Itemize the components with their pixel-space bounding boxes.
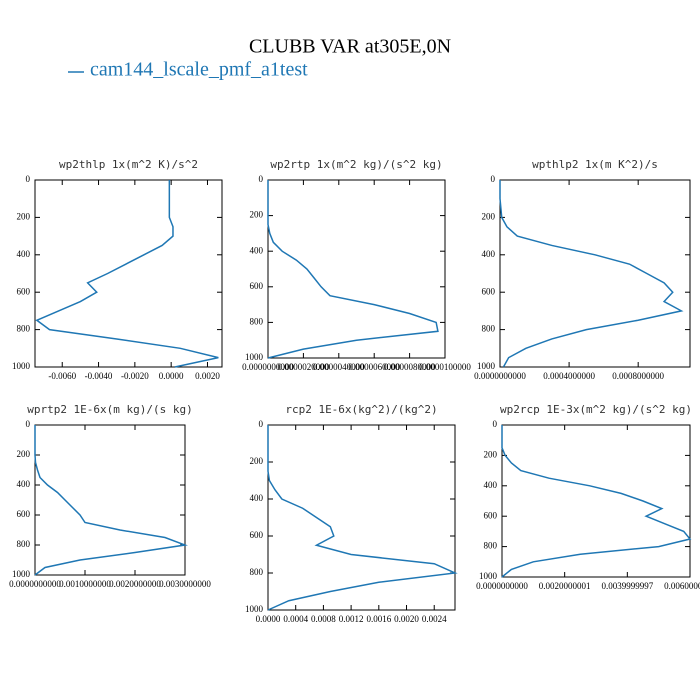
y-tick-label: 600 bbox=[484, 510, 498, 520]
y-tick-label: 0 bbox=[491, 174, 496, 184]
x-tick-label: 0.0060000001 bbox=[664, 581, 700, 591]
y-tick-label: 200 bbox=[250, 456, 264, 466]
y-tick-label: 600 bbox=[250, 281, 264, 291]
y-tick-label: 600 bbox=[250, 530, 264, 540]
x-tick-label: -0.0060 bbox=[48, 371, 76, 381]
legend-label: cam144_lscale_pmf_a1test bbox=[90, 59, 308, 81]
panel-title: wp2thlp 1x(m^2 K)/s^2 bbox=[59, 158, 198, 171]
x-tick-label: 0.0039999997 bbox=[601, 581, 653, 591]
x-tick-label: 0.0008000000 bbox=[612, 371, 664, 381]
y-tick-label: 0 bbox=[26, 419, 31, 429]
x-tick-label: 0.0004 bbox=[283, 614, 308, 624]
figure-title: CLUBB VAR at305E,0N bbox=[249, 36, 451, 58]
profile-line bbox=[267, 425, 458, 611]
y-tick-label: 800 bbox=[250, 316, 264, 326]
x-tick-label: 0.0024 bbox=[422, 614, 447, 624]
plot-frame bbox=[267, 179, 446, 359]
y-tick-label: 1000 bbox=[245, 352, 264, 362]
y-tick-label: 0 bbox=[26, 174, 31, 184]
x-tick-label: 0.0000060000 bbox=[348, 362, 400, 372]
plot-frame bbox=[267, 424, 456, 611]
x-tick-label: 0.0000 bbox=[159, 371, 184, 381]
y-tick-label: 400 bbox=[484, 480, 498, 490]
plot-frame bbox=[34, 179, 223, 368]
x-tick-label: 0.0010000000 bbox=[59, 579, 111, 589]
y-tick-label: 0 bbox=[259, 174, 264, 184]
y-tick-label: 200 bbox=[17, 449, 31, 459]
profile-line bbox=[267, 180, 439, 359]
x-tick-label: 0.0020000000 bbox=[109, 579, 161, 589]
y-tick-label: 400 bbox=[250, 245, 264, 255]
profile-line bbox=[35, 180, 219, 368]
x-tick-label: 0.0020 bbox=[195, 371, 220, 381]
x-tick-label: 0.0020 bbox=[394, 614, 419, 624]
x-tick-label: 0.0000020000 bbox=[278, 362, 330, 372]
x-tick-label: -0.0020 bbox=[121, 371, 149, 381]
y-tick-label: 400 bbox=[17, 479, 31, 489]
y-tick-label: 200 bbox=[482, 211, 496, 221]
x-tick-label: -0.0040 bbox=[85, 371, 113, 381]
panel-title: wp2rtp 1x(m^2 kg)/(s^2 kg) bbox=[270, 158, 442, 171]
x-tick-label: 0.0008 bbox=[311, 614, 336, 624]
y-tick-label: 400 bbox=[482, 249, 496, 259]
x-tick-label: 0.0000040000 bbox=[313, 362, 365, 372]
y-tick-label: 400 bbox=[17, 249, 31, 259]
x-tick-label: 0.0000000000 bbox=[476, 581, 528, 591]
x-tick-label: 0.0012 bbox=[339, 614, 364, 624]
y-tick-label: 800 bbox=[17, 539, 31, 549]
profile-line bbox=[34, 425, 188, 576]
plot-frame bbox=[499, 179, 691, 368]
x-tick-label: 0.0020000001 bbox=[539, 581, 591, 591]
panel-title: wprtp2 1E-6x(m kg)/(s kg) bbox=[27, 403, 193, 416]
y-tick-label: 1000 bbox=[479, 571, 498, 581]
y-tick-label: 1000 bbox=[12, 569, 31, 579]
profile-line bbox=[501, 425, 692, 578]
y-tick-label: 1000 bbox=[477, 361, 496, 371]
x-tick-label: 0.0004000000 bbox=[543, 371, 595, 381]
x-tick-label: 0.0000080000 bbox=[384, 362, 436, 372]
profile-line bbox=[499, 180, 684, 368]
panel-title: wpthlp2 1x(m K^2)/s bbox=[532, 158, 658, 171]
panel-title: wp2rcp 1E-3x(m^2 kg)/(s^2 kg) bbox=[500, 403, 692, 416]
y-tick-label: 800 bbox=[17, 324, 31, 334]
y-tick-label: 200 bbox=[484, 449, 498, 459]
y-tick-label: 600 bbox=[482, 286, 496, 296]
x-tick-label: 0.0000000000 bbox=[474, 371, 526, 381]
x-tick-label: 0.0000000000 bbox=[242, 362, 294, 372]
y-tick-label: 1000 bbox=[245, 604, 264, 614]
y-tick-label: 800 bbox=[250, 567, 264, 577]
x-tick-label: 0.0000 bbox=[256, 614, 281, 624]
y-tick-label: 400 bbox=[250, 493, 264, 503]
x-tick-label: 0.0030000000 bbox=[159, 579, 211, 589]
x-tick-label: 0.0016 bbox=[366, 614, 391, 624]
y-tick-label: 0 bbox=[493, 419, 498, 429]
y-tick-label: 600 bbox=[17, 286, 31, 296]
x-tick-label: 0.0000000000 bbox=[9, 579, 61, 589]
y-tick-label: 200 bbox=[250, 210, 264, 220]
x-tick-label: 0.0000100000 bbox=[419, 362, 471, 372]
y-tick-label: 600 bbox=[17, 509, 31, 519]
plot-frame bbox=[34, 424, 186, 576]
panel-title: rcp2 1E-6x(kg^2)/(kg^2) bbox=[285, 403, 437, 416]
y-tick-label: 800 bbox=[482, 324, 496, 334]
y-tick-label: 0 bbox=[259, 419, 264, 429]
y-tick-label: 200 bbox=[17, 211, 31, 221]
y-tick-label: 800 bbox=[484, 541, 498, 551]
plot-frame bbox=[501, 424, 691, 578]
y-tick-label: 1000 bbox=[12, 361, 31, 371]
